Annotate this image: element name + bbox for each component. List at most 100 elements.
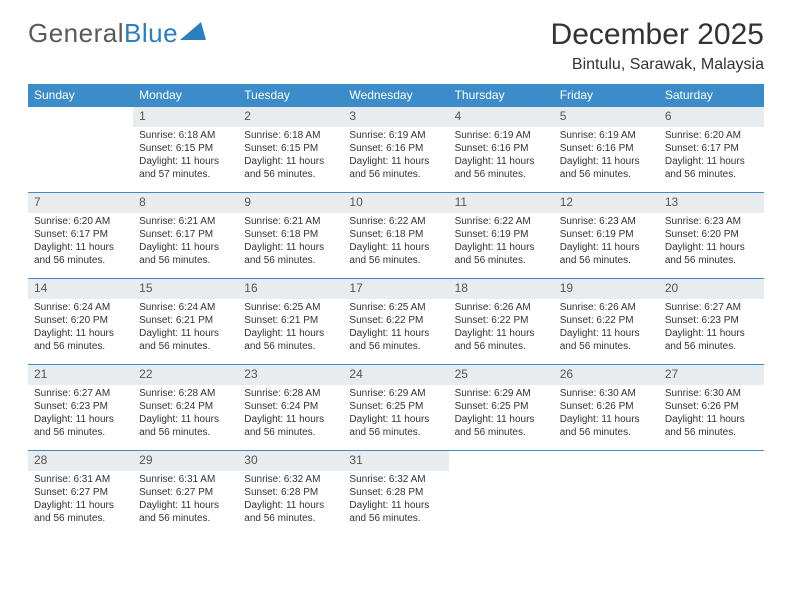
- day-text: Sunrise: 6:20 AM Sunset: 6:17 PM Dayligh…: [28, 213, 133, 271]
- day-text: Sunrise: 6:26 AM Sunset: 6:22 PM Dayligh…: [449, 299, 554, 357]
- day-text: Sunrise: 6:18 AM Sunset: 6:15 PM Dayligh…: [238, 127, 343, 185]
- weekday-header: Sunday: [28, 84, 133, 107]
- calendar-cell: 21Sunrise: 6:27 AM Sunset: 6:23 PM Dayli…: [28, 365, 133, 451]
- calendar-head: Sunday Monday Tuesday Wednesday Thursday…: [28, 84, 764, 107]
- day-number: 14: [28, 279, 133, 299]
- day-number: 31: [343, 451, 448, 471]
- day-number: 7: [28, 193, 133, 213]
- calendar-cell: 13Sunrise: 6:23 AM Sunset: 6:20 PM Dayli…: [659, 193, 764, 279]
- day-text: Sunrise: 6:27 AM Sunset: 6:23 PM Dayligh…: [659, 299, 764, 357]
- calendar-cell: 5Sunrise: 6:19 AM Sunset: 6:16 PM Daylig…: [554, 107, 659, 193]
- day-number: 25: [449, 365, 554, 385]
- day-text: Sunrise: 6:30 AM Sunset: 6:26 PM Dayligh…: [554, 385, 659, 443]
- weekday-header: Thursday: [449, 84, 554, 107]
- calendar-cell: 9Sunrise: 6:21 AM Sunset: 6:18 PM Daylig…: [238, 193, 343, 279]
- weekday-header: Monday: [133, 84, 238, 107]
- day-text: Sunrise: 6:19 AM Sunset: 6:16 PM Dayligh…: [343, 127, 448, 185]
- calendar-cell: [659, 451, 764, 537]
- day-number: 26: [554, 365, 659, 385]
- day-number: 4: [449, 107, 554, 127]
- day-text: Sunrise: 6:31 AM Sunset: 6:27 PM Dayligh…: [28, 471, 133, 529]
- calendar-cell: 24Sunrise: 6:29 AM Sunset: 6:25 PM Dayli…: [343, 365, 448, 451]
- day-number: 16: [238, 279, 343, 299]
- calendar-week-row: 28Sunrise: 6:31 AM Sunset: 6:27 PM Dayli…: [28, 451, 764, 537]
- day-number: 24: [343, 365, 448, 385]
- day-number: 28: [28, 451, 133, 471]
- day-number: 17: [343, 279, 448, 299]
- calendar-table: Sunday Monday Tuesday Wednesday Thursday…: [28, 84, 764, 537]
- calendar-cell: 7Sunrise: 6:20 AM Sunset: 6:17 PM Daylig…: [28, 193, 133, 279]
- weekday-row: Sunday Monday Tuesday Wednesday Thursday…: [28, 84, 764, 107]
- day-text: Sunrise: 6:28 AM Sunset: 6:24 PM Dayligh…: [238, 385, 343, 443]
- calendar-cell: 6Sunrise: 6:20 AM Sunset: 6:17 PM Daylig…: [659, 107, 764, 193]
- calendar-week-row: 21Sunrise: 6:27 AM Sunset: 6:23 PM Dayli…: [28, 365, 764, 451]
- day-text: Sunrise: 6:21 AM Sunset: 6:18 PM Dayligh…: [238, 213, 343, 271]
- calendar-week-row: 14Sunrise: 6:24 AM Sunset: 6:20 PM Dayli…: [28, 279, 764, 365]
- logo-text-blue: Blue: [124, 18, 178, 49]
- day-text: Sunrise: 6:26 AM Sunset: 6:22 PM Dayligh…: [554, 299, 659, 357]
- day-number: 21: [28, 365, 133, 385]
- day-number: 15: [133, 279, 238, 299]
- calendar-cell: 27Sunrise: 6:30 AM Sunset: 6:26 PM Dayli…: [659, 365, 764, 451]
- logo: GeneralBlue: [28, 18, 206, 49]
- calendar-cell: [449, 451, 554, 537]
- calendar-cell: 2Sunrise: 6:18 AM Sunset: 6:15 PM Daylig…: [238, 107, 343, 193]
- calendar-cell: 10Sunrise: 6:22 AM Sunset: 6:18 PM Dayli…: [343, 193, 448, 279]
- calendar-cell: 19Sunrise: 6:26 AM Sunset: 6:22 PM Dayli…: [554, 279, 659, 365]
- calendar-cell: 22Sunrise: 6:28 AM Sunset: 6:24 PM Dayli…: [133, 365, 238, 451]
- calendar-cell: 15Sunrise: 6:24 AM Sunset: 6:21 PM Dayli…: [133, 279, 238, 365]
- weekday-header: Wednesday: [343, 84, 448, 107]
- calendar-cell: [28, 107, 133, 193]
- day-text: Sunrise: 6:19 AM Sunset: 6:16 PM Dayligh…: [554, 127, 659, 185]
- calendar-cell: 17Sunrise: 6:25 AM Sunset: 6:22 PM Dayli…: [343, 279, 448, 365]
- day-text: Sunrise: 6:20 AM Sunset: 6:17 PM Dayligh…: [659, 127, 764, 185]
- calendar-body: 1Sunrise: 6:18 AM Sunset: 6:15 PM Daylig…: [28, 107, 764, 537]
- day-text: Sunrise: 6:25 AM Sunset: 6:22 PM Dayligh…: [343, 299, 448, 357]
- day-number: 22: [133, 365, 238, 385]
- day-number: 8: [133, 193, 238, 213]
- calendar-cell: 28Sunrise: 6:31 AM Sunset: 6:27 PM Dayli…: [28, 451, 133, 537]
- day-number: 3: [343, 107, 448, 127]
- weekday-header: Friday: [554, 84, 659, 107]
- calendar-cell: 23Sunrise: 6:28 AM Sunset: 6:24 PM Dayli…: [238, 365, 343, 451]
- logo-triangle-icon: [180, 22, 206, 40]
- day-number: 20: [659, 279, 764, 299]
- day-number: 19: [554, 279, 659, 299]
- day-text: Sunrise: 6:28 AM Sunset: 6:24 PM Dayligh…: [133, 385, 238, 443]
- weekday-header: Saturday: [659, 84, 764, 107]
- calendar-cell: 16Sunrise: 6:25 AM Sunset: 6:21 PM Dayli…: [238, 279, 343, 365]
- day-text: Sunrise: 6:24 AM Sunset: 6:21 PM Dayligh…: [133, 299, 238, 357]
- day-number: 9: [238, 193, 343, 213]
- day-text: Sunrise: 6:32 AM Sunset: 6:28 PM Dayligh…: [343, 471, 448, 529]
- day-text: Sunrise: 6:32 AM Sunset: 6:28 PM Dayligh…: [238, 471, 343, 529]
- day-number: 29: [133, 451, 238, 471]
- day-text: Sunrise: 6:29 AM Sunset: 6:25 PM Dayligh…: [343, 385, 448, 443]
- calendar-cell: 26Sunrise: 6:30 AM Sunset: 6:26 PM Dayli…: [554, 365, 659, 451]
- location-title: Bintulu, Sarawak, Malaysia: [551, 56, 764, 74]
- day-text: Sunrise: 6:21 AM Sunset: 6:17 PM Dayligh…: [133, 213, 238, 271]
- calendar-cell: [554, 451, 659, 537]
- day-number: 2: [238, 107, 343, 127]
- day-number: 27: [659, 365, 764, 385]
- month-title: December 2025: [551, 18, 764, 52]
- day-text: Sunrise: 6:29 AM Sunset: 6:25 PM Dayligh…: [449, 385, 554, 443]
- calendar-week-row: 7Sunrise: 6:20 AM Sunset: 6:17 PM Daylig…: [28, 193, 764, 279]
- calendar-cell: 12Sunrise: 6:23 AM Sunset: 6:19 PM Dayli…: [554, 193, 659, 279]
- calendar-cell: 18Sunrise: 6:26 AM Sunset: 6:22 PM Dayli…: [449, 279, 554, 365]
- day-number: 10: [343, 193, 448, 213]
- logo-text-grey: General: [28, 18, 124, 49]
- calendar-cell: 14Sunrise: 6:24 AM Sunset: 6:20 PM Dayli…: [28, 279, 133, 365]
- day-text: Sunrise: 6:18 AM Sunset: 6:15 PM Dayligh…: [133, 127, 238, 185]
- day-number: 18: [449, 279, 554, 299]
- title-block: December 2025 Bintulu, Sarawak, Malaysia: [551, 18, 764, 74]
- day-number: 23: [238, 365, 343, 385]
- day-text: Sunrise: 6:25 AM Sunset: 6:21 PM Dayligh…: [238, 299, 343, 357]
- day-text: Sunrise: 6:22 AM Sunset: 6:18 PM Dayligh…: [343, 213, 448, 271]
- calendar-cell: 4Sunrise: 6:19 AM Sunset: 6:16 PM Daylig…: [449, 107, 554, 193]
- day-number: 1: [133, 107, 238, 127]
- page-container: GeneralBlue December 2025 Bintulu, Saraw…: [0, 0, 792, 555]
- calendar-cell: 29Sunrise: 6:31 AM Sunset: 6:27 PM Dayli…: [133, 451, 238, 537]
- calendar-week-row: 1Sunrise: 6:18 AM Sunset: 6:15 PM Daylig…: [28, 107, 764, 193]
- calendar-cell: 20Sunrise: 6:27 AM Sunset: 6:23 PM Dayli…: [659, 279, 764, 365]
- calendar-cell: 11Sunrise: 6:22 AM Sunset: 6:19 PM Dayli…: [449, 193, 554, 279]
